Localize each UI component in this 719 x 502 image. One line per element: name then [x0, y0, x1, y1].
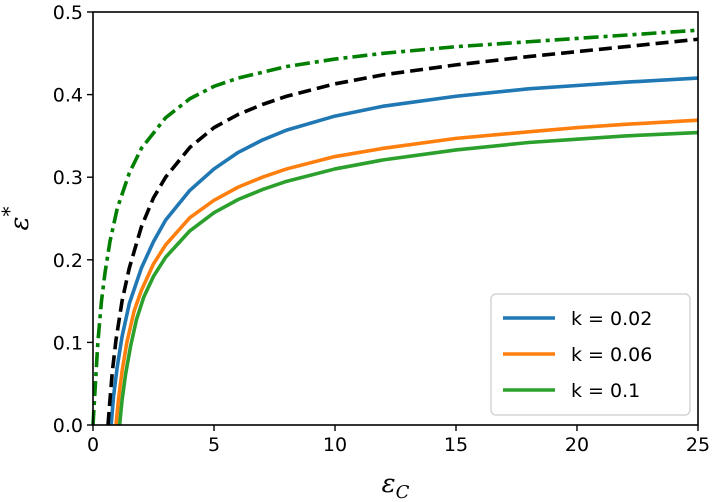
y-tick-label: 0.1	[53, 332, 83, 354]
series-line-1	[114, 118, 699, 426]
series-line-2	[117, 130, 699, 426]
y-axis-label-main: ε	[5, 217, 35, 231]
y-tick-label: 0.0	[53, 415, 83, 437]
ticks-layer: 0 5 10 15 20 25 0.0 0.1 0.2 0.3 0.4 0.5	[53, 2, 710, 456]
x-tick-label: 25	[686, 434, 710, 456]
x-axis-label-main: ε	[382, 469, 396, 499]
legend-box	[490, 293, 691, 416]
y-tick-label: 0.4	[53, 85, 83, 107]
y-axis-label: ε*	[0, 207, 35, 231]
series-line-4	[91, 28, 699, 426]
y-axis-label-sup: *	[0, 207, 21, 217]
y-tick-label: 0.2	[53, 250, 83, 272]
x-tick-label: 5	[208, 434, 220, 456]
x-tick-label: 15	[444, 434, 468, 456]
x-tick-label: 10	[323, 434, 347, 456]
series-line-0	[109, 76, 699, 426]
legend-label: k = 0.02	[571, 308, 652, 330]
y-tick-label: 0.3	[53, 167, 83, 189]
legend-label: k = 0.1	[571, 380, 640, 402]
series-layer	[91, 28, 699, 426]
x-tick-label: 20	[565, 434, 589, 456]
x-axis-label-sub: C	[396, 482, 410, 502]
series-line-3	[106, 37, 699, 426]
legend-label: k = 0.06	[571, 344, 652, 366]
legend: k = 0.02 k = 0.06 k = 0.1	[490, 293, 691, 416]
y-tick-label: 0.5	[53, 2, 83, 24]
x-axis-label: εC	[382, 469, 410, 502]
x-tick-label: 0	[87, 434, 99, 456]
plot-frame	[92, 11, 699, 426]
